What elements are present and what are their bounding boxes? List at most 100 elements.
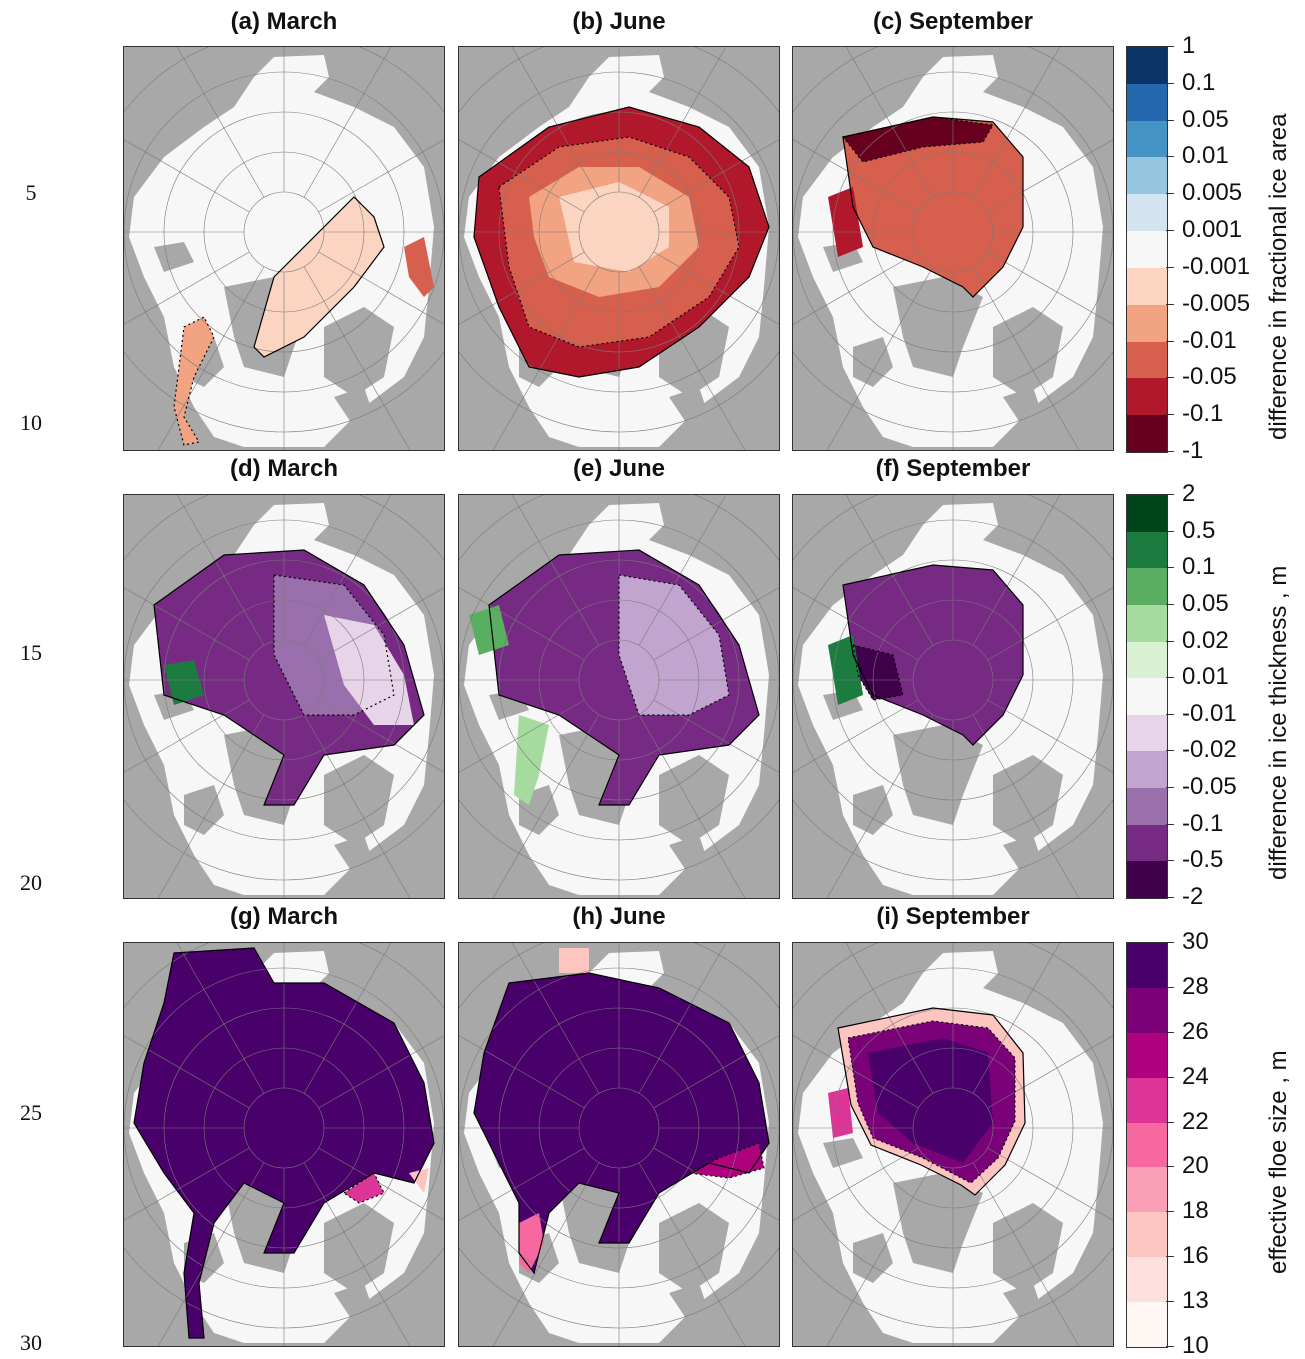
colorbar-tick-mark — [1166, 640, 1174, 642]
colorbar-tick-label: -0.005 — [1182, 289, 1251, 317]
line-number: 10 — [20, 410, 42, 435]
polar-map — [124, 47, 444, 450]
meridian-line — [303, 266, 411, 450]
meridian-line — [638, 714, 746, 898]
ice-field — [474, 973, 769, 1273]
land-mass — [364, 47, 444, 107]
colorbar-segment — [1127, 531, 1167, 569]
panel-title-a: (a) March — [230, 8, 338, 35]
colorbar-tick-mark — [1166, 677, 1174, 679]
colorbar-segment — [1127, 943, 1167, 988]
land-mass — [699, 47, 779, 107]
ice-field — [174, 317, 214, 445]
polar-map — [793, 47, 1113, 450]
ice-edge-dotted-contour — [618, 574, 730, 716]
colorbar-tick-mark — [1166, 230, 1174, 232]
land-mass — [793, 943, 913, 1053]
meridian-line — [653, 1147, 779, 1221]
colorbar-tick-mark — [1166, 46, 1174, 47]
colorbar-segment — [1127, 568, 1167, 605]
ice-field — [843, 117, 1023, 297]
polar-map — [124, 495, 444, 898]
line-number: 30 — [20, 1330, 42, 1355]
meridian-line — [124, 1035, 250, 1109]
colorbar-floe-size — [1126, 942, 1168, 1348]
colorbar-tick-label: 10 — [1182, 1332, 1209, 1359]
ice-edge-contour — [837, 1007, 1026, 1196]
meridian-line — [303, 495, 392, 646]
colorbar-label-fractional-ice-area: difference in fractional ice area — [1265, 113, 1292, 440]
colorbar-tick-label: 26 — [1182, 1017, 1209, 1045]
polar-map — [793, 495, 1113, 898]
ice-field — [828, 1088, 853, 1138]
meridian-line — [653, 1035, 779, 1109]
meridian-line — [972, 266, 1080, 450]
ice-field — [689, 1143, 764, 1178]
line-number: 20 — [20, 870, 42, 895]
ice-edge-dotted-contour — [173, 316, 215, 446]
colorbar-tick-mark — [1166, 823, 1174, 825]
ice-field — [559, 182, 669, 272]
colorbar-tick-label: 22 — [1182, 1107, 1209, 1135]
meridian-line — [972, 47, 1061, 198]
map-panel-d — [123, 494, 445, 899]
land-mass — [993, 755, 1063, 845]
colorbar-tick-label: 0.001 — [1182, 216, 1243, 244]
meridian-line — [653, 699, 779, 773]
meridian-line — [972, 495, 1061, 646]
colorbar-tick-label: 0.02 — [1182, 626, 1229, 654]
meridian-line — [511, 47, 600, 198]
colorbar-segment — [1127, 157, 1167, 195]
meridian-line — [124, 139, 250, 213]
meridian-line — [318, 1035, 444, 1109]
meridian-line — [318, 251, 444, 325]
land-mass — [699, 495, 779, 555]
colorbar-tick-mark — [1166, 303, 1174, 305]
colorbar-tick-label: 18 — [1182, 1197, 1209, 1225]
colorbar-segment — [1127, 267, 1167, 305]
meridian-line — [459, 1035, 585, 1109]
panel-title-g: (g) March — [230, 903, 338, 930]
ice-edge-contour — [133, 947, 435, 1339]
land-mass — [669, 387, 709, 427]
land-mass — [1003, 387, 1043, 427]
meridian-line — [638, 266, 746, 450]
colorbar-tick-mark — [1166, 1031, 1174, 1033]
meridian-line — [638, 495, 727, 646]
colorbar-tick-label: -2 — [1182, 883, 1204, 910]
panel-title-h: (h) June — [572, 903, 666, 930]
colorbar-tick-label: -0.01 — [1182, 326, 1237, 354]
meridian-line — [972, 1162, 1080, 1346]
colorbar-segment — [1127, 987, 1167, 1033]
ice-edge-dotted-contour — [273, 574, 395, 716]
panel-title-f: (f) September — [875, 455, 1031, 482]
ice-field — [828, 635, 863, 705]
land-mass — [334, 1283, 374, 1323]
colorbar-tick-label: 0.1 — [1182, 68, 1216, 96]
colorbar-tick-mark — [1166, 530, 1174, 532]
meridian-line — [157, 1162, 265, 1346]
map-panel-f — [792, 494, 1114, 899]
colorbar-tick-label: -0.1 — [1182, 809, 1224, 837]
meridian-line — [492, 714, 600, 898]
land-mass — [793, 495, 913, 605]
land-mass — [324, 307, 394, 397]
land-mass — [124, 47, 244, 157]
colorbar-segment — [1127, 194, 1167, 232]
colorbar-segment — [1127, 641, 1167, 679]
meridian-line — [793, 139, 919, 213]
colorbar-segment — [1127, 1167, 1167, 1213]
map-panel-c — [792, 46, 1114, 451]
meridian-line — [793, 1147, 919, 1221]
colorbar-segment — [1127, 1212, 1167, 1258]
meridian-line — [638, 47, 727, 198]
ice-edge-dotted-contour — [342, 1172, 385, 1204]
colorbar-tick-mark — [1166, 787, 1174, 789]
ice-edge-dotted-contour — [498, 136, 740, 348]
meridian-line — [318, 139, 444, 213]
colorbar-segment — [1127, 678, 1167, 715]
meridian-line — [157, 266, 265, 450]
map-panel-g — [123, 942, 445, 1347]
polar-map — [793, 943, 1113, 1346]
meridian-line — [793, 1035, 919, 1109]
